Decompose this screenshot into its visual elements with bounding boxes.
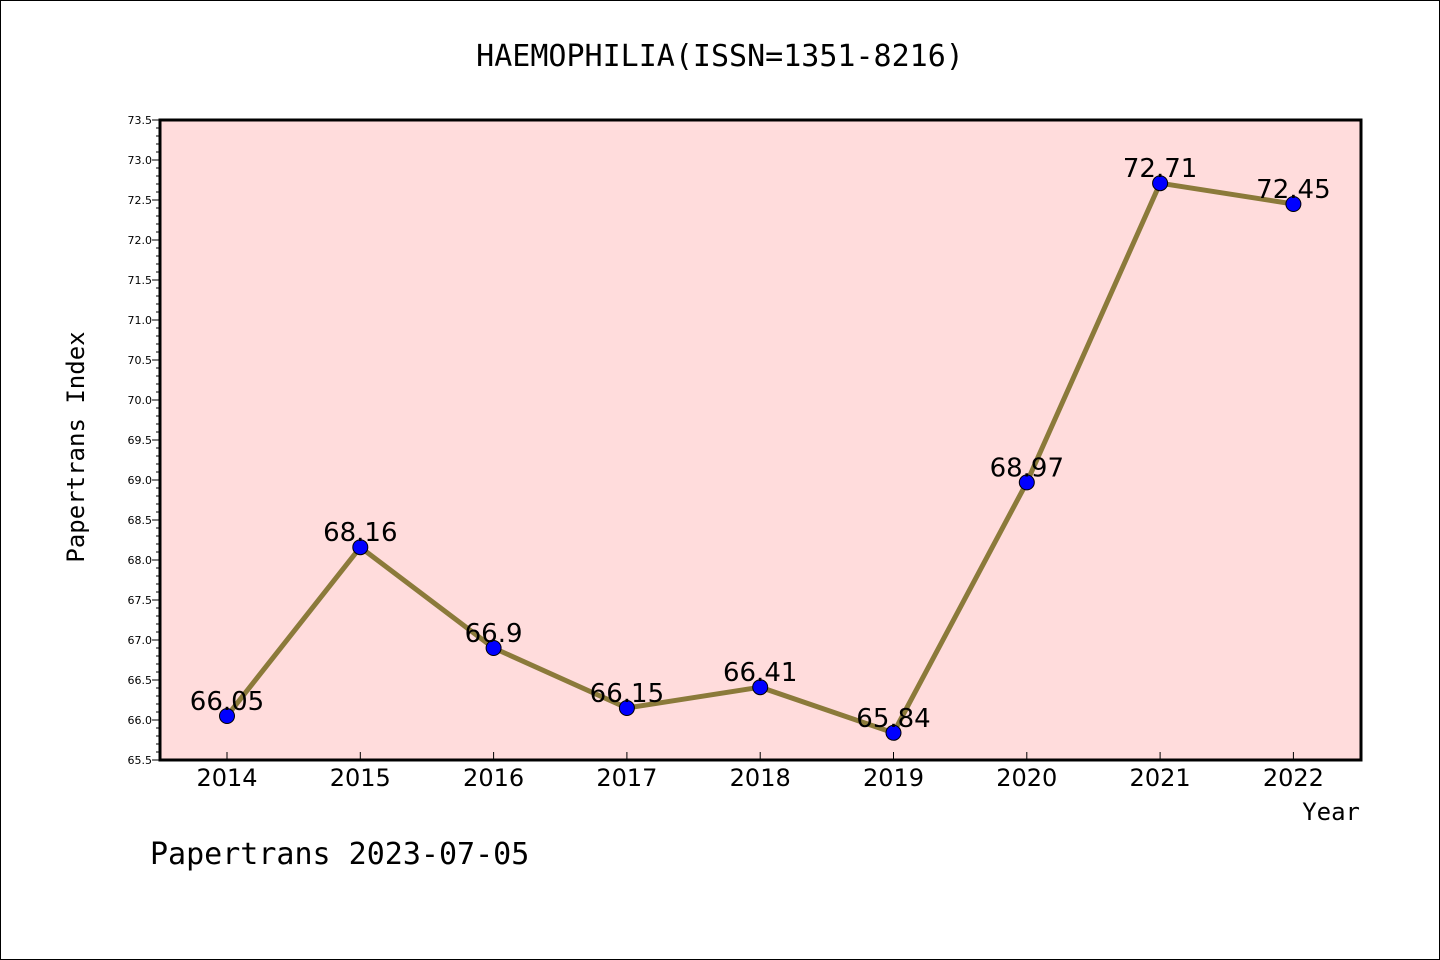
y-tick-label: 71.0 — [128, 314, 153, 327]
footer-caption: Papertrans 2023-07-05 — [150, 837, 529, 872]
y-tick-label: 71.5 — [128, 274, 153, 287]
x-tick-label: 2014 — [196, 764, 257, 792]
plot-area — [158, 118, 1363, 762]
x-axis: 2014 2015 2016 2017 2018 2019 2020 2021 2022 — [196, 752, 1324, 792]
y-tick-label: 66.0 — [128, 714, 153, 727]
data-point — [485, 640, 502, 656]
x-tick-label: 2020 — [996, 764, 1057, 792]
y-tick-label: 67.0 — [128, 634, 153, 647]
series-line: 66.05 68.16 66.9 66.15 66.41 65.84 68.97 72.71 7… — [190, 154, 1331, 741]
x-tick-label: 2022 — [1263, 764, 1324, 792]
data-label: 65.84 — [856, 704, 930, 734]
y-tick-label: 69.5 — [128, 434, 153, 447]
data-label: 68.16 — [323, 518, 397, 548]
y-tick-label: 70.5 — [128, 354, 153, 367]
data-label: 66.9 — [465, 619, 523, 649]
y-axis-label: Papertrans Index — [62, 331, 90, 562]
x-tick-label: 2015 — [330, 764, 391, 792]
y-tick-label: 73.0 — [128, 154, 153, 167]
x-tick-label: 2018 — [730, 764, 791, 792]
y-tick-label: 69.0 — [128, 474, 153, 487]
y-tick-label: 73.5 — [128, 114, 153, 127]
data-point — [1018, 474, 1035, 491]
data-label: 66.41 — [723, 658, 797, 688]
data-label: 66.05 — [190, 687, 264, 717]
y-tick-label: 68.5 — [128, 514, 153, 527]
y-tick-label: 65.5 — [128, 754, 153, 767]
y-tick-label: 68.0 — [128, 554, 153, 567]
data-label: 66.15 — [590, 679, 664, 709]
x-axis-label: Year — [1302, 798, 1360, 826]
data-point — [618, 700, 635, 716]
data-label: 68.97 — [990, 453, 1064, 483]
data-point — [1152, 175, 1169, 192]
x-tick-label: 2017 — [596, 764, 657, 792]
data-label: 72.71 — [1123, 154, 1197, 184]
data-point — [219, 708, 235, 724]
x-tick-label: 2016 — [463, 764, 524, 792]
data-point — [885, 724, 902, 741]
y-tick-label: 72.5 — [128, 194, 153, 207]
data-point — [352, 539, 369, 556]
y-tick-label: 66.5 — [128, 674, 153, 687]
data-label: 72.45 — [1256, 175, 1330, 205]
y-axis: 65.5 66.0 66.5 67.0 67.5 68.0 68.5 69.0 69.5 70.0… — [128, 114, 160, 767]
y-tick-label: 67.5 — [128, 594, 153, 607]
y-tick-label: 72.0 — [128, 234, 153, 247]
y-tick-label: 70.0 — [128, 394, 153, 407]
data-point — [1285, 196, 1302, 212]
x-tick-label: 2019 — [863, 764, 924, 792]
data-point — [752, 679, 769, 696]
x-tick-label: 2021 — [1130, 764, 1191, 792]
chart-title: HAEMOPHILIA(ISSN=1351-8216) — [476, 39, 964, 74]
